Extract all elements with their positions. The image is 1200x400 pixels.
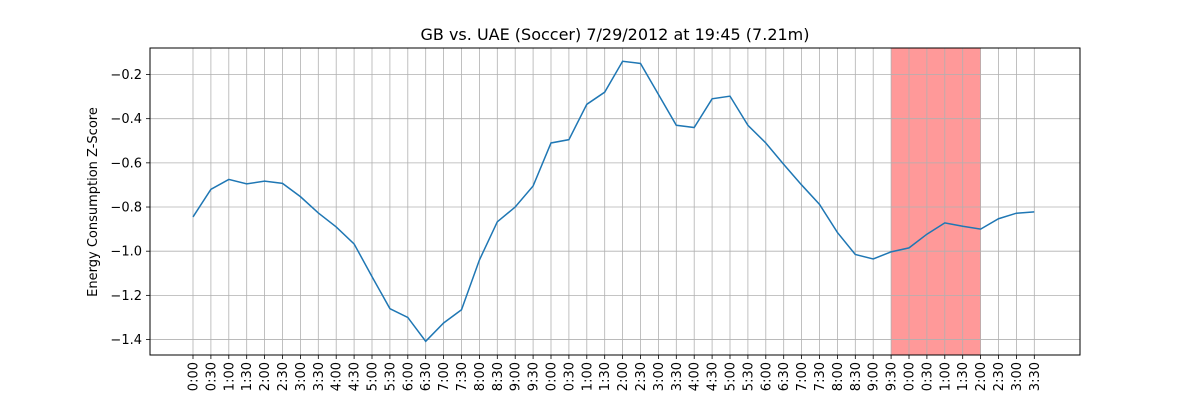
x-tick-label: 1:30 bbox=[240, 362, 255, 391]
x-tick-label: 1:30 bbox=[598, 362, 613, 391]
y-tick-label: −0.8 bbox=[110, 201, 142, 216]
x-tick-label: 8:00 bbox=[473, 362, 488, 391]
x-tick-label: 3:00 bbox=[1010, 362, 1025, 391]
x-tick-label: 5:00 bbox=[366, 362, 381, 391]
y-axis-label: Energy Consumption Z-Score bbox=[86, 107, 101, 297]
x-axis-ticks: 0:00 0:30 1:00 1:30 2:00 2:30 3:00 3:30 4:00 4:30… bbox=[187, 355, 1043, 391]
x-tick-label: 4:00 bbox=[330, 362, 345, 391]
x-tick-label: 0:30 bbox=[562, 362, 577, 391]
highlight-region bbox=[891, 48, 981, 355]
x-tick-label: 2:00 bbox=[974, 362, 989, 391]
x-tick-label: 6:00 bbox=[759, 362, 774, 391]
x-tick-label: 9:30 bbox=[527, 362, 542, 391]
x-tick-label: 0:00 bbox=[187, 362, 202, 391]
x-tick-label: 7:00 bbox=[795, 362, 810, 391]
y-tick-label: −0.2 bbox=[110, 68, 142, 83]
x-tick-label: 4:30 bbox=[706, 362, 721, 391]
x-tick-label: 8:30 bbox=[491, 362, 506, 391]
series-line bbox=[192, 60, 1035, 343]
x-tick-label: 5:00 bbox=[724, 362, 739, 391]
x-tick-label: 8:00 bbox=[831, 362, 846, 391]
x-tick-label: 2:00 bbox=[258, 362, 273, 391]
y-tick-label: −1.0 bbox=[110, 245, 142, 260]
x-tick-label: 2:00 bbox=[616, 362, 631, 391]
y-tick-label: −0.6 bbox=[110, 156, 142, 171]
x-tick-label: 9:00 bbox=[867, 362, 882, 391]
x-tick-label: 2:30 bbox=[276, 362, 291, 391]
x-tick-label: 0:30 bbox=[920, 362, 935, 391]
x-tick-label: 2:30 bbox=[634, 362, 649, 391]
gridlines bbox=[150, 48, 1080, 355]
x-tick-label: 0:00 bbox=[545, 362, 560, 391]
x-tick-label: 1:00 bbox=[580, 362, 595, 391]
x-tick-label: 7:30 bbox=[813, 362, 828, 391]
x-tick-label: 3:00 bbox=[294, 362, 309, 391]
x-tick-label: 3:30 bbox=[312, 362, 327, 391]
x-tick-label: 9:30 bbox=[885, 362, 900, 391]
chart-title: GB vs. UAE (Soccer) 7/29/2012 at 19:45 (… bbox=[421, 25, 810, 44]
x-tick-label: 6:00 bbox=[401, 362, 416, 391]
y-tick-label: −1.2 bbox=[110, 289, 142, 304]
x-tick-label: 2:30 bbox=[992, 362, 1007, 391]
x-tick-label: 7:00 bbox=[437, 362, 452, 391]
x-tick-label: 3:00 bbox=[652, 362, 667, 391]
x-tick-label: 4:00 bbox=[688, 362, 703, 391]
plot-frame bbox=[149, 47, 1081, 356]
x-tick-label: 6:30 bbox=[419, 362, 434, 391]
x-tick-label: 0:30 bbox=[204, 362, 219, 391]
x-tick-label: 6:30 bbox=[777, 362, 792, 391]
x-tick-label: 1:00 bbox=[222, 362, 237, 391]
x-tick-label: 4:30 bbox=[348, 362, 363, 391]
x-tick-label: 5:30 bbox=[741, 362, 756, 391]
y-axis-ticks: −1.4 −1.2 −1.0 −0.8 −0.6 −0.4 −0.2 bbox=[110, 68, 150, 348]
x-tick-label: 0:00 bbox=[903, 362, 918, 391]
x-tick-label: 8:30 bbox=[849, 362, 864, 391]
y-tick-label: −0.4 bbox=[110, 112, 142, 127]
x-tick-label: 5:30 bbox=[383, 362, 398, 391]
y-tick-label: −1.4 bbox=[110, 333, 142, 348]
x-tick-label: 3:30 bbox=[1028, 362, 1043, 391]
x-tick-label: 1:30 bbox=[956, 362, 971, 391]
x-tick-label: 7:30 bbox=[455, 362, 470, 391]
x-tick-label: 3:30 bbox=[670, 362, 685, 391]
x-tick-label: 9:00 bbox=[509, 362, 524, 391]
x-tick-label: 1:00 bbox=[938, 362, 953, 391]
